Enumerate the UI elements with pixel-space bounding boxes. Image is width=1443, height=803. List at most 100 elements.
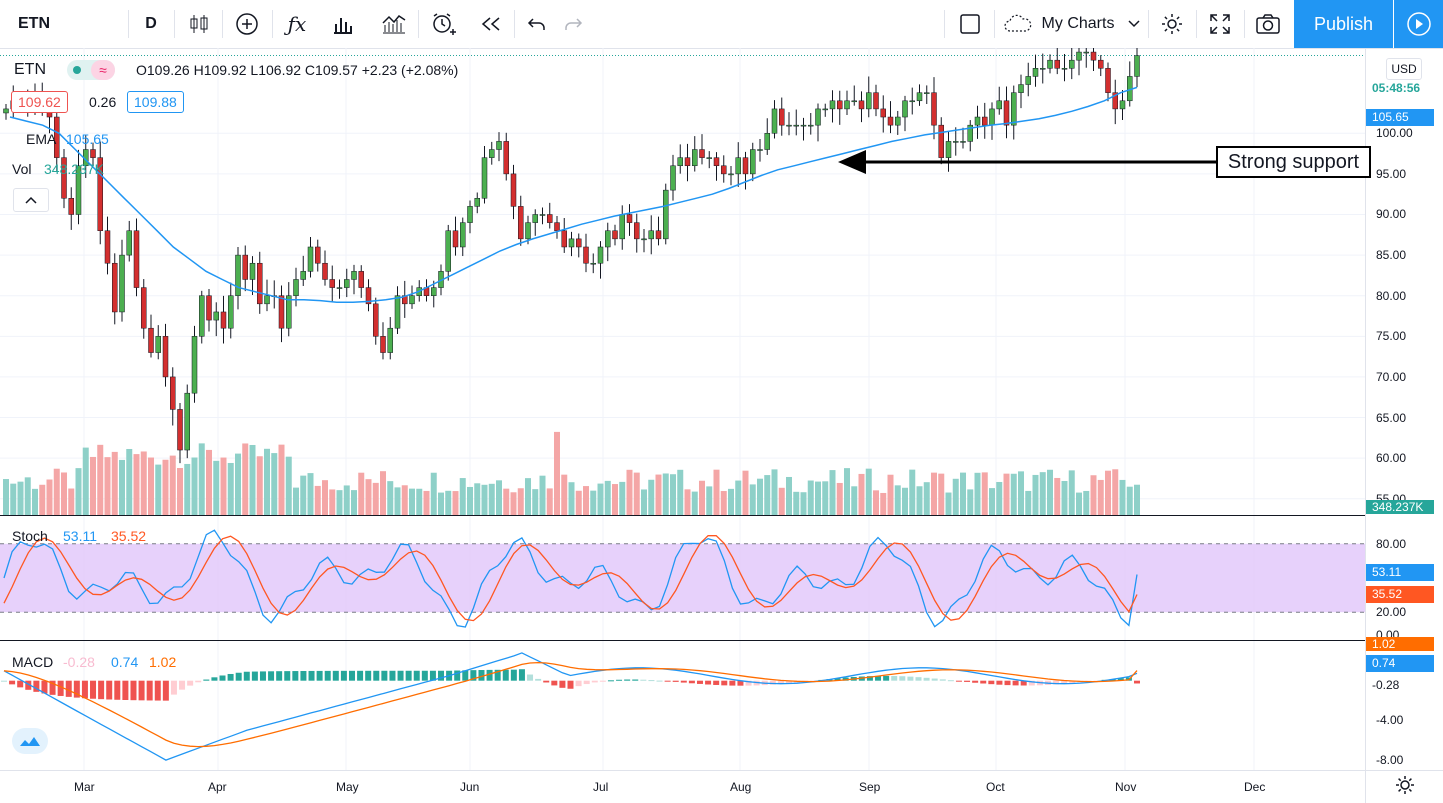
square-icon[interactable]	[952, 0, 988, 48]
candle-body	[54, 116, 60, 158]
play-icon[interactable]	[1394, 0, 1443, 48]
bar-chart-icon[interactable]	[326, 0, 360, 48]
macd-histogram-bar	[154, 680, 161, 701]
collapse-legend-button[interactable]	[13, 188, 49, 212]
fx-icon[interactable]: ƒx	[287, 12, 307, 36]
candle-body	[489, 149, 495, 158]
redo-icon[interactable]	[558, 0, 588, 48]
ema-label[interactable]: EMA	[26, 131, 57, 147]
volume-bar	[793, 491, 800, 515]
candle-body	[1098, 59, 1104, 69]
macd-histogram-bar	[502, 669, 509, 681]
candle-body	[590, 262, 596, 265]
macd-histogram-bar	[73, 680, 80, 698]
volume-bar	[1083, 490, 1090, 515]
macd-histogram-bar	[162, 680, 169, 701]
macd-signal-tag: 1.02	[1366, 637, 1434, 651]
macd-histogram-bar	[251, 671, 258, 681]
macd-histogram-bar	[1053, 680, 1060, 685]
macd-histogram-bar	[575, 680, 582, 687]
chevron-down-icon[interactable]	[1124, 0, 1144, 48]
macd-histogram-bar	[964, 680, 971, 682]
rewind-icon[interactable]	[474, 0, 508, 48]
price-tick-label: 85.00	[1376, 248, 1407, 263]
macd-histogram-bar	[543, 680, 550, 683]
macd-histogram-bar	[1134, 680, 1140, 684]
chevron-up-icon	[25, 196, 37, 204]
cloud-icon[interactable]	[1000, 0, 1036, 48]
macd-histogram-bar	[745, 680, 752, 686]
toolbar-divider	[418, 10, 419, 38]
stoch-label[interactable]: Stoch	[12, 528, 48, 544]
macd-hist-value: -0.28	[63, 654, 95, 670]
camera-icon[interactable]	[1250, 0, 1286, 48]
chart-canvas[interactable]	[0, 48, 1443, 803]
macd-histogram-bar	[235, 672, 242, 681]
volume-bar	[735, 480, 742, 515]
fullscreen-icon[interactable]	[1202, 0, 1238, 48]
candle-body	[286, 295, 292, 329]
macd-line-value: 0.74	[111, 654, 139, 670]
alarm-add-icon[interactable]	[426, 0, 460, 48]
bid-box[interactable]: 109.62	[11, 91, 68, 113]
candle-body	[264, 295, 270, 305]
strong-support-annotation[interactable]: Strong support	[1216, 146, 1371, 178]
symbol-search[interactable]: ETN	[18, 15, 50, 32]
settings-gear-icon[interactable]	[1394, 774, 1416, 796]
macd-histogram-bar	[478, 670, 485, 681]
volume-bar	[844, 468, 850, 515]
volume-bar	[981, 472, 988, 515]
candle-body	[141, 287, 147, 329]
macd-histogram-bar	[179, 680, 186, 690]
publish-button[interactable]: Publish	[1294, 0, 1393, 48]
candle-body	[61, 157, 67, 199]
my-charts-button[interactable]: My Charts	[1041, 15, 1115, 32]
macd-line	[3, 652, 1138, 761]
candle-body	[228, 295, 234, 329]
plus-circle-icon[interactable]	[230, 0, 264, 48]
volume-bar	[662, 473, 669, 515]
undo-icon[interactable]	[522, 0, 552, 48]
interval-button[interactable]: D	[145, 15, 157, 32]
currency-button[interactable]: USD	[1386, 58, 1422, 80]
candle-body	[155, 336, 161, 353]
macd-histogram-bar	[648, 680, 655, 682]
candle-body	[300, 271, 306, 280]
candle-body	[670, 165, 676, 191]
indicators-icon[interactable]	[376, 0, 412, 48]
market-status[interactable]: ≈	[67, 60, 115, 80]
candle-body	[104, 230, 111, 264]
macd-histogram-bar	[276, 671, 283, 681]
volume-bar	[242, 443, 249, 515]
volume-bar	[372, 482, 379, 515]
volume-bar	[699, 480, 705, 515]
volume-bar	[474, 483, 481, 515]
candle-body	[808, 124, 814, 127]
ema-price-tag: 105.65	[1366, 109, 1434, 126]
macd-label[interactable]: MACD	[12, 654, 54, 670]
gear-icon[interactable]	[1154, 0, 1190, 48]
volume-bar	[510, 492, 517, 515]
candles-icon[interactable]	[182, 0, 216, 48]
candle-body	[655, 230, 662, 240]
macd-histogram-bar	[170, 680, 177, 695]
ask-box[interactable]: 109.88	[127, 91, 184, 113]
toolbar-divider	[222, 10, 223, 38]
volume-bar	[445, 490, 452, 515]
macd-histogram-bar	[688, 680, 695, 684]
tv-logo[interactable]	[12, 728, 48, 754]
time-tick-label: Dec	[1244, 780, 1266, 794]
volume-bar	[1039, 472, 1046, 515]
vol-label[interactable]: Vol	[12, 161, 32, 177]
volume-bar	[865, 468, 872, 515]
volume-bar	[206, 449, 212, 515]
candle-body	[764, 133, 770, 150]
macd-histogram-bar	[1012, 680, 1019, 686]
time-tick-label: Nov	[1115, 780, 1137, 794]
time-tick-label: May	[336, 780, 359, 794]
candle-body	[474, 198, 480, 207]
volume-bar	[677, 469, 684, 515]
volume-bar	[343, 485, 350, 515]
price-tick-label: 80.00	[1376, 288, 1407, 303]
macd-histogram-bar	[357, 670, 364, 681]
